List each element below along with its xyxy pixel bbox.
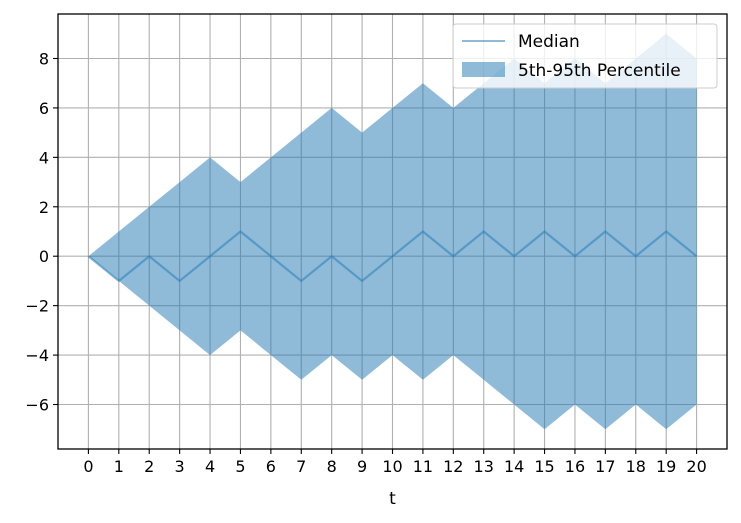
x-axis: 0 1 2 3 4 5 6 7 8 9 10 11 12 13 14 15 16 17 18 19 20 xyxy=(83,449,707,476)
x-tick-label: 8 xyxy=(327,457,337,476)
x-tick-label: 9 xyxy=(357,457,367,476)
x-axis-label: t xyxy=(389,489,396,509)
x-tick-label: 20 xyxy=(686,457,706,476)
x-tick-label: 7 xyxy=(296,457,306,476)
y-tick-label: 6 xyxy=(39,99,49,118)
x-tick-label: 19 xyxy=(656,457,676,476)
x-tick-label: 13 xyxy=(474,457,494,476)
legend-band-swatch xyxy=(462,62,505,77)
x-tick-label: 15 xyxy=(534,457,554,476)
y-tick-label: 8 xyxy=(39,49,49,68)
x-tick-label: 1 xyxy=(114,457,124,476)
x-tick-label: 18 xyxy=(626,457,646,476)
x-tick-label: 17 xyxy=(595,457,615,476)
legend-box xyxy=(452,23,718,89)
band-area xyxy=(88,33,697,430)
legend-median-label: Median xyxy=(518,32,580,52)
x-tick-label: 5 xyxy=(235,457,245,476)
median-line xyxy=(87,230,698,283)
legend-band-label: 5th-95th Percentile xyxy=(518,61,681,81)
y-tick-label: 2 xyxy=(39,198,49,217)
x-tick-label: 11 xyxy=(413,457,433,476)
x-tick-label: 4 xyxy=(205,457,215,476)
x-tick-label: 3 xyxy=(175,457,185,476)
y-tick-label: −6 xyxy=(25,396,49,415)
percentile-band xyxy=(88,33,697,430)
x-tick-label: 0 xyxy=(83,457,93,476)
y-tick-label: −4 xyxy=(25,346,49,365)
x-tick-label: 6 xyxy=(266,457,276,476)
y-axis: −6 −4 −2 0 2 4 6 8 xyxy=(25,49,58,415)
y-tick-label: −2 xyxy=(25,297,49,316)
x-tick-label: 2 xyxy=(144,457,154,476)
x-tick-label: 10 xyxy=(382,457,402,476)
x-tick-label: 16 xyxy=(565,457,585,476)
y-tick-label: 0 xyxy=(39,247,49,266)
x-tick-label: 14 xyxy=(504,457,524,476)
y-tick-label: 4 xyxy=(39,148,49,167)
median-series xyxy=(87,230,698,283)
legend: Median 5th-95th Percentile xyxy=(452,23,718,89)
x-tick-label: 12 xyxy=(443,457,463,476)
